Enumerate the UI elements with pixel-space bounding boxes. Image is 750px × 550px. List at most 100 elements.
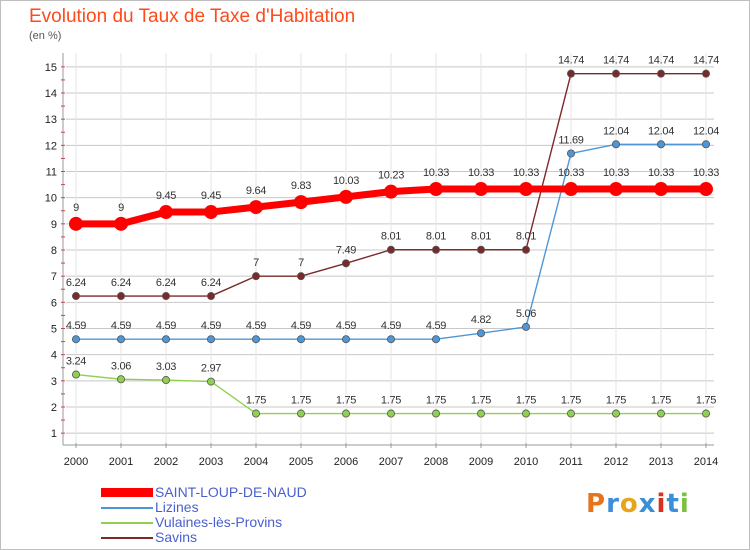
data-point (476, 329, 485, 338)
data-label: 9 (118, 202, 124, 214)
data-label: 1.75 (516, 395, 536, 407)
data-point (522, 409, 531, 418)
data-point (296, 409, 305, 418)
data-point (386, 245, 395, 254)
data-label: 4.59 (381, 320, 401, 332)
data-point (204, 205, 218, 220)
data-point (429, 182, 443, 197)
data-point (519, 182, 533, 197)
data-label: 6.24 (201, 277, 221, 289)
data-point (117, 292, 126, 301)
data-label: 12.04 (603, 125, 629, 137)
data-point (72, 370, 81, 379)
data-label: 8.01 (471, 231, 491, 243)
data-label: 1.75 (336, 395, 356, 407)
data-point (206, 292, 215, 301)
logo-letter: i (656, 489, 667, 519)
y-tick-label: 9 (51, 219, 57, 231)
x-tick-label: 2005 (289, 456, 313, 468)
y-tick-label: 15 (45, 62, 57, 74)
data-point (296, 272, 305, 281)
data-label: 9 (73, 202, 79, 214)
series-savins: 6.24 6.24 6.24 6.24 7 7 7.49 8.01 8.01 8.01 8.01 14… (66, 55, 719, 301)
data-label: 2.97 (201, 363, 221, 375)
data-point (251, 335, 260, 344)
data-point (206, 335, 215, 344)
data-point (702, 140, 711, 149)
series-vulaines-l-s-provins: 3.24 3.06 3.03 2.97 1.75 1.75 1.75 1.75 1.75 1.75… (66, 356, 717, 418)
data-point (612, 69, 621, 78)
data-label: 10.03 (333, 175, 359, 187)
data-point (522, 245, 531, 254)
data-point (567, 149, 576, 158)
data-point (159, 205, 173, 220)
data-point (296, 335, 305, 344)
data-point (476, 409, 485, 418)
data-label: 1.75 (561, 395, 581, 407)
data-point (431, 335, 440, 344)
data-label: 6.24 (156, 277, 176, 289)
y-tick-label: 10 (45, 193, 57, 205)
data-point (657, 409, 666, 418)
data-label: 10.33 (423, 167, 449, 179)
data-point (522, 322, 531, 331)
data-label: 6.24 (66, 277, 86, 289)
data-label: 12.04 (693, 125, 719, 137)
data-label: 4.82 (471, 314, 491, 326)
legend-swatch (101, 507, 153, 509)
x-tick-label: 2011 (559, 456, 583, 468)
data-point (657, 69, 666, 78)
data-label: 1.75 (471, 395, 491, 407)
series-lizines: 4.59 4.59 4.59 4.59 4.59 4.59 4.59 4.59 4.59 4.82… (66, 125, 719, 344)
data-label: 4.59 (201, 320, 221, 332)
data-label: 10.33 (693, 167, 719, 179)
data-point (702, 409, 711, 418)
data-label: 5.06 (516, 308, 536, 320)
data-label: 7.49 (336, 244, 356, 256)
data-point (341, 409, 350, 418)
data-point (117, 335, 126, 344)
chart-title: Evolution du Taux de Taxe d'Habitation (29, 6, 356, 27)
legend-swatch (101, 522, 153, 524)
data-label: 8.01 (516, 231, 536, 243)
data-label: 10.33 (603, 167, 629, 179)
legend-swatch (101, 537, 153, 539)
x-tick-label: 2007 (379, 456, 403, 468)
data-point (341, 259, 350, 268)
data-label: 9.83 (291, 180, 311, 192)
data-point (431, 409, 440, 418)
x-tick-label: 2006 (334, 456, 358, 468)
logo-letter: o (619, 489, 639, 519)
legend-label: SAINT-LOUP-DE-NAUD (155, 484, 307, 500)
data-label: 14.74 (648, 55, 674, 67)
data-point (431, 245, 440, 254)
data-point (474, 182, 488, 197)
proxiti-logo: Proxiti (586, 489, 690, 519)
x-tick-label: 2014 (694, 456, 718, 468)
data-label: 1.75 (291, 395, 311, 407)
x-tick-label: 2001 (109, 456, 133, 468)
x-tick-label: 2010 (514, 456, 538, 468)
data-label: 8.01 (381, 231, 401, 243)
x-tick-label: 2003 (199, 456, 223, 468)
y-tick-label: 11 (46, 167, 57, 179)
data-point (609, 182, 623, 197)
data-label: 1.75 (696, 395, 716, 407)
y-tick-label: 12 (45, 140, 57, 152)
data-point (702, 69, 711, 78)
x-tick-label: 2013 (649, 456, 673, 468)
data-label: 12.04 (648, 125, 674, 137)
data-point (386, 335, 395, 344)
data-point (69, 216, 83, 231)
data-label: 6.24 (111, 277, 131, 289)
data-label: 1.75 (651, 395, 671, 407)
data-label: 10.33 (648, 167, 674, 179)
data-point (251, 272, 260, 281)
logo-letter: x (638, 489, 657, 519)
data-point (699, 182, 713, 197)
data-label: 4.59 (66, 320, 86, 332)
data-label: 4.59 (156, 320, 176, 332)
x-tick-label: 2008 (424, 456, 448, 468)
data-label: 1.75 (246, 395, 266, 407)
